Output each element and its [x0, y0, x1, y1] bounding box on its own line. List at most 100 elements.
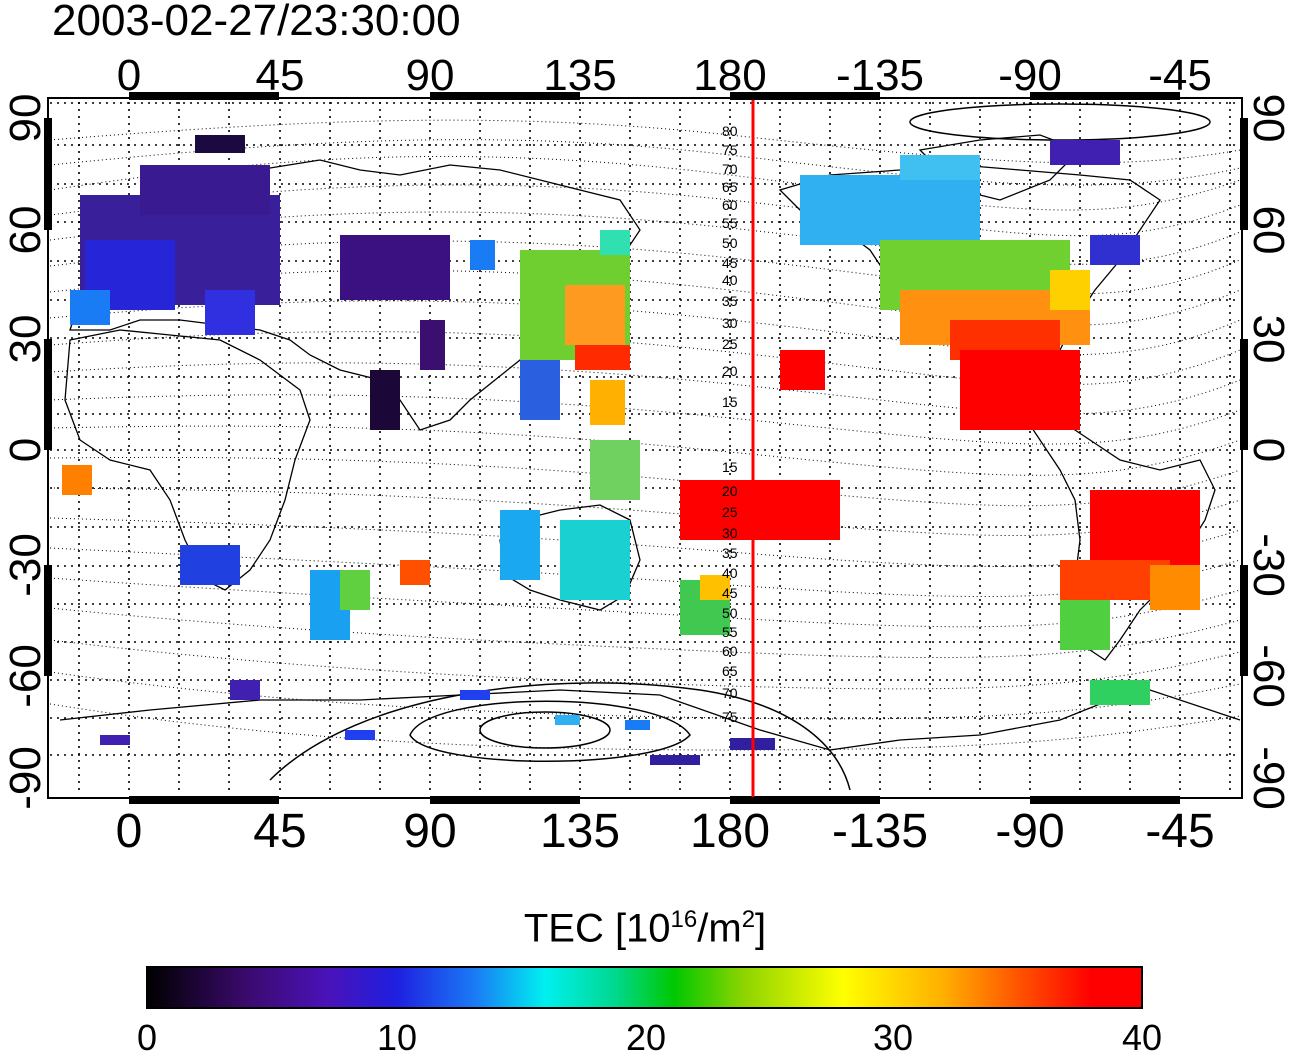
top-x-tick: -135 [835, 51, 925, 100]
colorbar-tick: 10 [376, 1017, 418, 1058]
bottom-x-tick: 135 [539, 805, 621, 858]
meridian-latitude-label: 40 [722, 565, 738, 581]
tec-patch [1150, 565, 1200, 610]
tec-patch [555, 715, 580, 725]
meridian-latitude-label: 30 [722, 525, 738, 541]
meridian-latitude-label: 25 [722, 336, 738, 352]
meridian-latitude-label: 70 [722, 161, 738, 177]
tec-patch [70, 290, 110, 325]
bottom-x-tick: 45 [253, 805, 307, 858]
tec-patch [205, 290, 255, 335]
tec-patch [625, 720, 650, 730]
top-x-tick: -90 [998, 51, 1062, 100]
tec-patch [370, 370, 400, 430]
tec-patch [345, 730, 375, 740]
tec-patch [680, 480, 840, 540]
tec-patch [100, 735, 130, 745]
tec-patch [560, 520, 630, 600]
map-timestamp: 2003-02-27/23:30:00 [52, 0, 461, 45]
tec-patch [565, 285, 625, 345]
colorbar-title-unit: /m [697, 906, 742, 951]
tec-patch [650, 755, 700, 765]
meridian-latitude-label: 35 [722, 293, 738, 309]
tec-patch [1050, 140, 1120, 165]
tec-patch [140, 165, 270, 215]
tec-patch [230, 680, 260, 700]
tec-patch [500, 510, 540, 580]
frame-tick-bars [44, 92, 1248, 804]
tec-patch [590, 380, 625, 425]
tec-patch [575, 345, 630, 370]
tec-patch [600, 230, 630, 255]
tec-data-patches [62, 135, 1200, 765]
tec-patch [340, 570, 370, 610]
tec-patch [420, 320, 445, 370]
tec-patch [780, 350, 825, 390]
bottom-x-tick: -135 [831, 805, 929, 858]
tec-patch [460, 690, 490, 700]
tec-patch [520, 360, 560, 420]
top-x-tick: 90 [405, 51, 455, 100]
meridian-latitude-label: 50 [722, 605, 738, 621]
tec-patch [1050, 270, 1090, 310]
bottom-x-tick: -45 [1145, 805, 1215, 858]
meridian-latitude-label: 35 [722, 545, 738, 561]
graticule-grid [50, 102, 1240, 795]
tec-patch [62, 465, 92, 495]
colorbar-tick: 30 [872, 1017, 914, 1058]
meridian-latitude-label: 15 [722, 459, 738, 475]
tec-patch [195, 135, 245, 153]
tec-patch [1090, 235, 1140, 265]
colorbar-title-prefix: TEC [10 [523, 906, 671, 951]
top-x-tick: 180 [693, 51, 767, 100]
tec-patch [900, 155, 980, 180]
meridian-latitude-label: 30 [722, 315, 738, 331]
colorbar-tick: 20 [625, 1017, 667, 1058]
meridian-latitude-label: 15 [722, 394, 738, 410]
meridian-latitude-label: 55 [722, 215, 738, 231]
tec-patch [1060, 600, 1110, 650]
bottom-x-tick: -90 [995, 805, 1065, 858]
top-x-tick: -45 [1148, 51, 1212, 100]
meridian-latitude-label: 65 [722, 663, 738, 679]
colorbar-title-exponent: 16 [670, 906, 698, 933]
colorbar-title: TEC [1016/m2] [524, 906, 766, 951]
meridian-latitude-label: 40 [722, 272, 738, 288]
top-x-tick: 0 [116, 51, 142, 100]
meridian-latitude-label: 70 [722, 685, 738, 701]
tec-patch [700, 575, 730, 600]
tec-patch [960, 350, 1080, 430]
tec-patch [340, 235, 450, 300]
colorbar-title-unit-exponent: 2 [741, 906, 756, 933]
tec-patch [1090, 680, 1150, 705]
meridian-latitude-label: 65 [722, 179, 738, 195]
top-x-tick: 135 [543, 51, 617, 100]
bottom-x-tick: 0 [115, 805, 143, 858]
colorbar-tick: 40 [1121, 1017, 1163, 1058]
meridian-latitude-label: 60 [722, 197, 738, 213]
tec-patch [590, 440, 640, 500]
meridian-latitude-label: 75 [722, 142, 738, 158]
bottom-x-tick: 90 [403, 805, 457, 858]
tec-patch [800, 175, 980, 245]
meridian-latitude-label: 60 [722, 643, 738, 659]
meridian-latitude-label: 45 [722, 255, 738, 271]
tec-colorbar [146, 966, 1143, 1009]
meridian-latitude-label: 55 [722, 624, 738, 640]
tec-patch [470, 240, 495, 270]
meridian-latitude-label: 50 [722, 235, 738, 251]
tec-patch [1090, 490, 1200, 570]
colorbar-title-suffix: ] [755, 906, 767, 951]
meridian-latitude-label: 80 [722, 123, 738, 139]
top-x-tick: 45 [255, 51, 305, 100]
meridian-latitude-label: 45 [722, 585, 738, 601]
colorbar-tick: 0 [136, 1017, 158, 1058]
meridian-latitude-label: 75 [722, 709, 738, 725]
meridian-latitude-label: 25 [722, 504, 738, 520]
tec-patch [180, 545, 240, 585]
meridian-latitude-label: 20 [722, 483, 738, 499]
tec-patch [400, 560, 430, 585]
meridian-latitude-label: 20 [722, 363, 738, 379]
bottom-x-tick: 180 [689, 805, 771, 858]
